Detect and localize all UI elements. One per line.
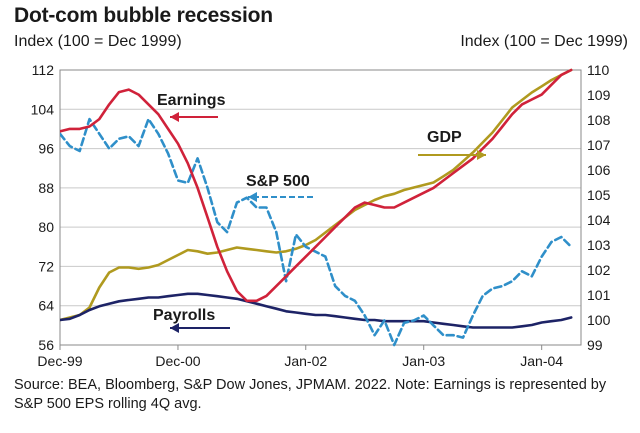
y-right-tick-label: 103: [587, 237, 611, 253]
gdp-label: GDP: [427, 129, 462, 146]
y-left-tick-label: 56: [38, 337, 54, 353]
source-note: Source: BEA, Bloomberg, S&P Dow Jones, J…: [14, 377, 607, 412]
chart-title: Dot-com bubble recession: [14, 4, 273, 27]
y-left-tick-label: 104: [31, 101, 55, 117]
series-line-s-p-500: [60, 117, 573, 347]
y-left-tick-label: 72: [38, 258, 54, 274]
y-right-tick-label: 106: [587, 162, 611, 178]
y-right-tick-label: 102: [587, 262, 611, 278]
x-tick-label: Jan-02: [284, 353, 327, 369]
earnings-label: Earnings: [157, 92, 226, 109]
y-right-tick-label: 110: [587, 62, 610, 78]
y-left-tick-label: 112: [32, 62, 55, 78]
x-tick-label: Dec-00: [155, 353, 200, 369]
payrolls-arrow-head: [170, 323, 179, 333]
gdp-arrow-head: [477, 150, 486, 160]
y-right-tick-label: 107: [587, 137, 611, 153]
x-tick-label: Jan-04: [520, 353, 563, 369]
right-axis-note: Index (100 = Dec 1999): [460, 33, 628, 50]
plot-border: [59, 69, 582, 346]
y-right-tick-label: 109: [587, 87, 611, 103]
sp500-arrow-head: [248, 192, 257, 202]
y-right-tick-label: 99: [587, 337, 603, 353]
y-right-tick-label: 104: [587, 212, 611, 228]
series-line-earnings: [60, 68, 573, 303]
y-right-tick-label: 108: [587, 112, 611, 128]
y-right-tick-label: 101: [587, 287, 611, 303]
left-axis-note: Index (100 = Dec 1999): [14, 33, 182, 50]
earnings-arrow-head: [170, 112, 179, 122]
x-tick-label: Dec-99: [37, 353, 82, 369]
y-right-tick-label: 100: [587, 312, 611, 328]
y-left-tick-label: 88: [38, 180, 54, 196]
sp500-label: S&P 500: [246, 173, 310, 190]
payrolls-label: Payrolls: [153, 307, 215, 324]
series-line-gdp: [60, 68, 573, 322]
y-left-tick-label: 80: [38, 219, 54, 235]
y-right-tick-label: 105: [587, 187, 611, 203]
x-tick-label: Jan-03: [402, 353, 445, 369]
series-line-payrolls: [60, 292, 573, 329]
y-left-tick-label: 64: [38, 298, 54, 314]
y-left-tick-label: 96: [38, 141, 54, 157]
